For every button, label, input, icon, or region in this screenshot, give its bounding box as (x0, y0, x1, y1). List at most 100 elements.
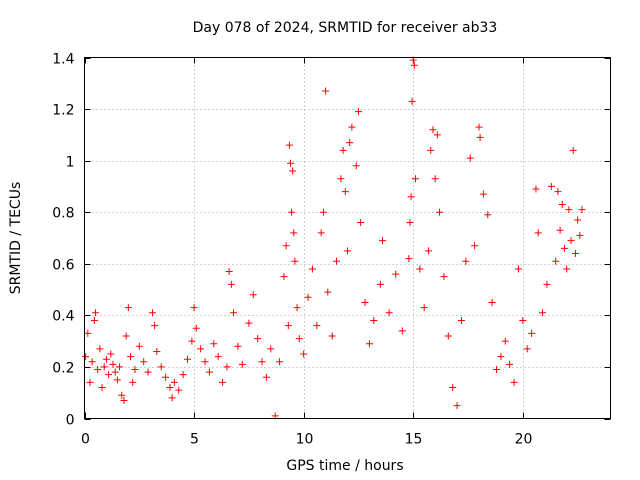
data-point (506, 360, 514, 368)
data-point (313, 322, 321, 330)
data-point (379, 237, 387, 245)
data-point (444, 332, 452, 340)
chart-title: Day 078 of 2024, SRMTID for receiver ab3… (193, 20, 498, 36)
data-point (571, 249, 579, 257)
data-point (201, 358, 209, 366)
data-point (552, 257, 560, 265)
data-point (109, 360, 117, 368)
data-point (170, 378, 178, 386)
data-point (249, 291, 257, 299)
data-point (144, 368, 152, 376)
data-point (230, 309, 238, 317)
data-point (519, 317, 527, 325)
data-point (282, 242, 290, 250)
data-point (361, 298, 369, 306)
data-point (290, 229, 298, 237)
data-point (563, 265, 571, 273)
data-point (214, 353, 222, 361)
y-tick-label: 1.4 (52, 52, 74, 68)
data-point (179, 371, 187, 379)
data-point (238, 360, 246, 368)
data-point (488, 298, 496, 306)
data-point (166, 384, 174, 392)
data-point (197, 345, 205, 353)
data-point (510, 378, 518, 386)
x-tick-label: 5 (190, 432, 199, 448)
data-point (295, 335, 303, 343)
data-point (427, 146, 435, 154)
data-point (471, 242, 479, 250)
data-point (420, 304, 428, 312)
data-point (405, 255, 413, 263)
data-point (96, 345, 104, 353)
data-point (457, 317, 465, 325)
data-point (539, 309, 547, 317)
data-point (98, 384, 106, 392)
data-point (304, 293, 312, 301)
data-point (476, 133, 484, 141)
y-tick-label: 0.4 (52, 309, 74, 325)
data-point (219, 378, 227, 386)
data-point (262, 373, 270, 381)
data-point (416, 265, 424, 273)
data-point (514, 265, 522, 273)
data-point (148, 309, 156, 317)
data-points (82, 56, 586, 420)
y-tick-label: 1.2 (52, 103, 74, 119)
data-point (341, 188, 349, 196)
data-point (88, 358, 96, 366)
data-point (131, 366, 139, 374)
data-point (293, 304, 301, 312)
data-point (556, 226, 564, 234)
data-point (324, 288, 332, 296)
data-point (102, 355, 110, 363)
data-point (574, 216, 582, 224)
y-tick-label: 0.6 (52, 258, 74, 274)
data-point (135, 342, 143, 350)
data-point (210, 340, 218, 348)
data-point (127, 353, 135, 361)
y-tick-label: 1 (66, 155, 75, 171)
data-point (410, 61, 418, 69)
data-point (91, 309, 99, 317)
y-tick-label: 0 (66, 413, 75, 429)
data-point (317, 229, 325, 237)
data-point (157, 363, 165, 371)
data-point (408, 97, 416, 105)
data-point (284, 322, 292, 330)
data-point (365, 340, 373, 348)
y-axis-label: SRMTID / TECUs (8, 182, 24, 295)
data-point (346, 139, 354, 147)
data-point (357, 219, 365, 227)
data-point (576, 231, 584, 239)
data-point (184, 355, 192, 363)
data-point (285, 141, 293, 149)
data-point (289, 167, 297, 175)
data-point (466, 154, 474, 162)
axes: 0 0.2 0.4 0.6 0.8 1 1.2 1.4 0 5 10 15 20 (52, 52, 611, 448)
data-point (523, 345, 531, 353)
data-point (258, 358, 266, 366)
data-point (385, 309, 393, 317)
data-point (333, 257, 341, 265)
data-point (558, 200, 566, 208)
data-point (111, 368, 119, 376)
data-point (501, 337, 509, 345)
data-point (116, 363, 124, 371)
data-point (433, 131, 441, 139)
data-point (291, 257, 299, 265)
data-point (107, 350, 115, 358)
data-point (569, 146, 577, 154)
data-point (84, 329, 92, 337)
data-point (407, 193, 415, 201)
data-point (352, 162, 360, 170)
data-point (192, 324, 200, 332)
data-point (105, 371, 113, 379)
data-point (120, 396, 128, 404)
data-point (475, 123, 483, 131)
data-point (288, 208, 296, 216)
data-point (547, 182, 555, 190)
data-point (534, 229, 542, 237)
data-point (440, 273, 448, 281)
